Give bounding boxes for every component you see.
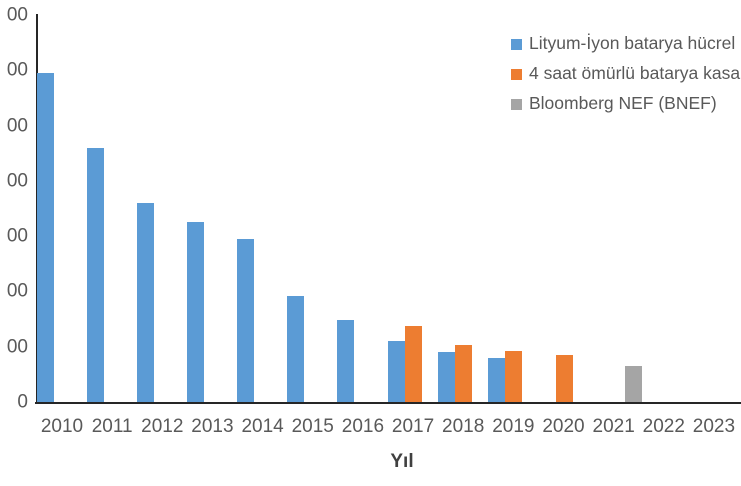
- x-axis-label-2014: 2014: [241, 416, 284, 437]
- x-axis-label-2017: 2017: [391, 416, 435, 437]
- x-axis-label-2020: 2020: [542, 416, 585, 437]
- x-axis-label-2022: 2022: [642, 416, 685, 437]
- bar-series1-2011: [86, 147, 104, 402]
- y-axis-tick-label: 00: [6, 225, 28, 247]
- x-axis-label-2019: 2019: [492, 416, 535, 437]
- y-axis-tick-label: 00: [6, 115, 28, 137]
- x-axis-label-2015: 2015: [291, 416, 334, 437]
- bar-series1-2017: [387, 341, 405, 402]
- legend-item: Bloomberg NEF (BNEF): [511, 93, 740, 115]
- x-axis-title: Yıl: [390, 451, 414, 472]
- bar-series2-2019: [505, 350, 523, 402]
- legend-item: Lityum-İyon batarya hücrel: [511, 33, 740, 55]
- bar-series1-2014: [237, 238, 255, 402]
- bar-series1-2013: [186, 222, 204, 402]
- bar-series2-2018: [455, 345, 473, 402]
- legend-swatch-icon: [511, 38, 522, 50]
- legend-swatch-icon: [511, 98, 522, 110]
- x-axis-label-2021: 2021: [592, 416, 635, 437]
- bar-series1-2010: [36, 73, 54, 402]
- x-axis-label-2018: 2018: [442, 416, 485, 437]
- bar-series1-2016: [337, 320, 355, 402]
- x-axis-label-2013: 2013: [191, 416, 234, 437]
- y-axis-tick-label: 00: [6, 336, 28, 358]
- legend-label: Lityum-İyon batarya hücrel: [529, 33, 736, 54]
- bar-series1-2019: [487, 357, 505, 402]
- legend-swatch-icon: [511, 68, 522, 80]
- bar-series2-2020: [555, 355, 573, 402]
- x-axis-label-2023: 2023: [692, 416, 736, 437]
- bar-series1-2012: [136, 202, 154, 402]
- bar-series1-2015: [287, 295, 305, 402]
- y-axis-tick-label: 0: [17, 391, 28, 413]
- y-axis-tick-label: 00: [6, 59, 28, 81]
- legend-item: 4 saat ömürlü batarya kasa: [511, 63, 740, 85]
- bar-series1-2018: [437, 352, 455, 402]
- bar-series3-2021: [625, 366, 643, 402]
- x-axis-label-2010: 2010: [40, 416, 84, 437]
- y-axis-tick-label: 00: [6, 170, 28, 192]
- y-axis-tick-label: 00: [6, 280, 28, 302]
- legend-label: 4 saat ömürlü batarya kasa: [529, 63, 741, 84]
- bar-series2-2017: [405, 325, 423, 402]
- x-axis-label-2011: 2011: [91, 416, 133, 437]
- x-axis-label-2012: 2012: [141, 416, 184, 437]
- x-axis-line: [35, 402, 741, 404]
- legend: Lityum-İyon batarya hücrel 4 saat ömürlü …: [511, 33, 740, 123]
- y-axis-tick-label: 00: [6, 4, 28, 26]
- legend-label: Bloomberg NEF (BNEF): [529, 93, 717, 114]
- x-axis-label-2016: 2016: [341, 416, 385, 437]
